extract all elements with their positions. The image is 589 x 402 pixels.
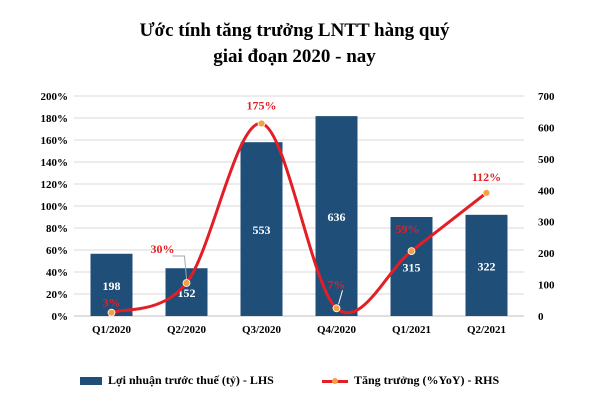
right-axis-tick-label: 100 (538, 280, 555, 292)
left-axis-tick-label: 120% (41, 179, 69, 191)
chart-title: Ước tính tăng trưởng LNTT hàng quý giai … (0, 18, 589, 70)
left-axis-tick-label: 160% (41, 135, 69, 147)
legend-line-label: Tăng trưởng (%YoY) - RHS (354, 373, 500, 387)
line-value-label: 7% (328, 277, 346, 291)
category-tick-label: Q1/2020 (92, 324, 132, 336)
bar-value-label: 636 (328, 210, 346, 224)
line-point (332, 304, 341, 313)
line-point (257, 119, 266, 128)
category-tick-label: Q1/2021 (392, 324, 431, 336)
right-axis-tick-label: 400 (538, 185, 555, 197)
line-value-label: 59% (396, 222, 420, 236)
right-axis-tick-label: 600 (538, 122, 555, 134)
line-point (107, 308, 116, 317)
left-axis-tick-label: 20% (46, 289, 68, 301)
left-axis-tick-label: 200% (41, 91, 69, 103)
right-axis-tick-label: 700 (538, 91, 555, 103)
category-tick-label: Q4/2020 (317, 324, 357, 336)
left-axis-tick-label: 60% (46, 245, 68, 257)
right-axis-tick-label: 0 (538, 311, 544, 323)
chart-title-line-2: giai đoạn 2020 - nay (213, 46, 376, 67)
line-value-label: 3% (103, 296, 121, 310)
left-axis-tick-label: 0% (52, 311, 69, 323)
category-tick-label: Q2/2020 (167, 324, 207, 336)
bar (90, 253, 133, 316)
line-value-label: 112% (472, 170, 501, 184)
right-axis-tick-label: 300 (538, 217, 555, 229)
line-value-label: 175% (247, 99, 277, 113)
legend-item-bars: Lợi nhuận trước thuế (tỷ) - LHS (80, 373, 274, 388)
left-axis-tick-label: 140% (41, 157, 69, 169)
left-axis-tick-label: 180% (41, 113, 69, 125)
left-axis-tick-label: 100% (41, 201, 69, 213)
legend-item-line: Tăng trưởng (%YoY) - RHS (322, 373, 499, 388)
bar (465, 214, 508, 316)
right-axis-tick-label: 200 (538, 248, 555, 260)
category-tick-label: Q2/2021 (467, 324, 506, 336)
left-axis-tick-label: 80% (46, 223, 68, 235)
line-value-label: 30% (151, 242, 175, 256)
legend-bar-label: Lợi nhuận trước thuế (tỷ) - LHS (108, 373, 274, 387)
line-point (182, 279, 191, 287)
label-leader-line (338, 290, 343, 305)
label-leader-line (172, 255, 187, 280)
line-point (482, 188, 491, 197)
line-point (407, 247, 416, 256)
bar-value-label: 322 (478, 259, 496, 273)
bar-value-label: 553 (253, 223, 271, 237)
chart-title-line-1: Ước tính tăng trưởng LNTT hàng quý (139, 20, 450, 41)
bar (240, 142, 283, 316)
legend-line-swatch (322, 376, 348, 386)
left-axis-tick-label: 40% (46, 267, 68, 279)
bar-value-label: 198 (103, 279, 121, 293)
category-tick-label: Q3/2020 (242, 324, 282, 336)
right-axis-tick-label: 500 (538, 154, 555, 166)
legend-bar-swatch (80, 376, 102, 385)
bar-value-label: 315 (403, 261, 421, 275)
